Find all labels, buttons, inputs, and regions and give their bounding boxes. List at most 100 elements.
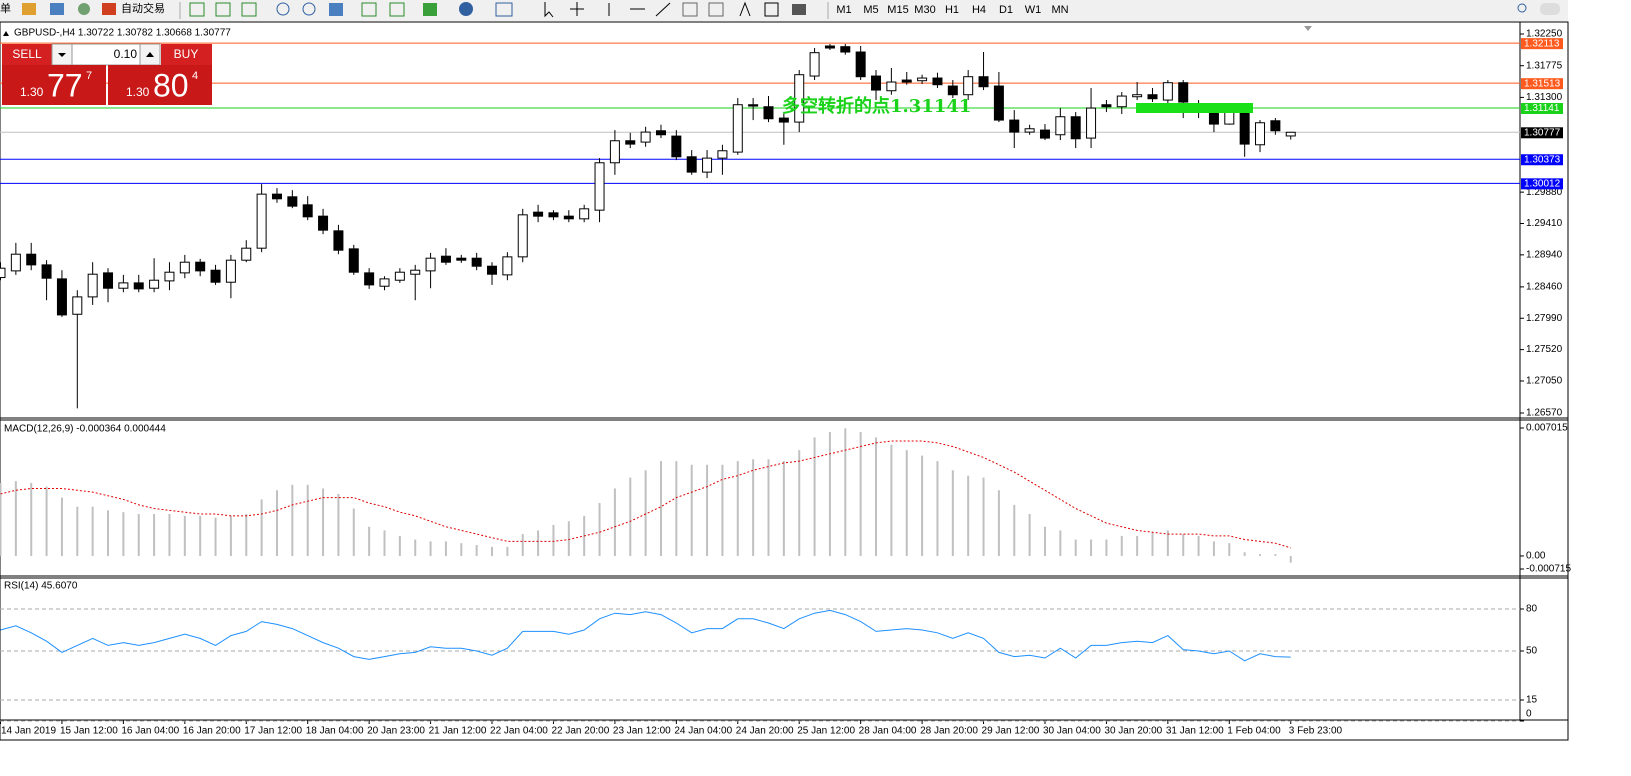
icon[interactable] xyxy=(78,3,90,15)
candle-body xyxy=(502,256,513,276)
macd-bar xyxy=(1151,532,1154,556)
candle-body xyxy=(548,212,559,218)
macd-bar xyxy=(736,461,739,556)
candle-body xyxy=(840,46,851,53)
macd-bar xyxy=(890,444,893,556)
icon[interactable] xyxy=(329,3,343,16)
macd-bar xyxy=(291,484,294,556)
macd-bar xyxy=(1074,539,1077,556)
annotation: 多空转折的点1.31141 xyxy=(782,95,971,117)
icon[interactable] xyxy=(495,2,513,17)
timeframe-button[interactable]: MN xyxy=(1051,4,1068,16)
icon[interactable] xyxy=(215,2,231,17)
macd-bar xyxy=(813,437,816,556)
label-tool[interactable] xyxy=(764,2,779,17)
x-tick-label: 21 Jan 12:00 xyxy=(429,726,487,737)
macd-bar xyxy=(537,530,540,556)
candle-body xyxy=(379,278,390,287)
x-tick-label: 1 Feb 04:00 xyxy=(1227,726,1281,737)
level-label-bg xyxy=(1521,78,1563,90)
candle-body xyxy=(1086,107,1097,139)
candle-body xyxy=(594,162,605,211)
trendline-tool[interactable] xyxy=(655,2,671,17)
macd-bar xyxy=(613,488,616,556)
candle-body xyxy=(179,261,190,274)
y-tick-label: 1.31300 xyxy=(1526,92,1563,103)
level-label: 1.30373 xyxy=(1524,154,1561,165)
text-tool[interactable] xyxy=(739,1,751,17)
menu-item[interactable]: 单 xyxy=(0,2,11,15)
timeframe-button[interactable]: M15 xyxy=(887,4,908,16)
candle-body xyxy=(717,150,728,159)
icon[interactable] xyxy=(459,2,473,16)
buy-price-box[interactable] xyxy=(108,65,212,105)
candle-body xyxy=(87,273,98,298)
buy-button[interactable] xyxy=(161,44,212,65)
autotrade-icon[interactable] xyxy=(102,3,116,15)
macd-bar xyxy=(368,526,371,556)
candle-body xyxy=(1009,119,1020,133)
candle-body xyxy=(778,117,789,123)
zoom-out[interactable] xyxy=(302,2,316,16)
timeframe-button[interactable]: H1 xyxy=(945,4,959,16)
candle-body xyxy=(640,131,651,143)
x-tick-label: 23 Jan 12:00 xyxy=(613,726,671,737)
macd-bar xyxy=(1120,535,1123,556)
macd-bar xyxy=(982,477,985,556)
autotrade-button[interactable]: 自动交易 xyxy=(121,1,165,15)
chart-menu[interactable] xyxy=(3,31,9,36)
icon[interactable] xyxy=(389,2,405,17)
icon[interactable] xyxy=(241,2,257,17)
chat[interactable] xyxy=(1540,3,1560,15)
candle-body xyxy=(886,81,897,92)
search[interactable] xyxy=(1517,3,1527,13)
macd-bar xyxy=(936,461,939,556)
candle-body xyxy=(671,135,682,158)
macd-bar xyxy=(1090,539,1093,556)
timeframe-button[interactable]: M1 xyxy=(836,4,851,16)
icon[interactable] xyxy=(50,3,64,15)
candle-body xyxy=(103,272,114,289)
y-tick-label: 1.31775 xyxy=(1526,60,1563,71)
x-tick-label: 20 Jan 23:00 xyxy=(367,726,425,737)
candle-body xyxy=(1255,122,1266,146)
icon[interactable] xyxy=(708,2,724,17)
timeframe-button[interactable]: H4 xyxy=(972,4,986,16)
macd-bar xyxy=(1259,554,1262,556)
timeframe-button[interactable]: W1 xyxy=(1025,4,1042,16)
icon[interactable] xyxy=(792,4,806,15)
timeframe-button[interactable]: D1 xyxy=(999,4,1013,16)
sell-button[interactable] xyxy=(2,44,52,65)
candle-body xyxy=(901,79,912,83)
candle-body xyxy=(256,193,267,249)
icon[interactable] xyxy=(22,3,36,15)
candle-body xyxy=(287,196,298,207)
zoom-in[interactable] xyxy=(276,2,290,16)
sell-price-box[interactable] xyxy=(2,65,106,105)
lot-value: 0.10 xyxy=(114,47,138,61)
rsi-line xyxy=(0,609,1291,662)
icon[interactable] xyxy=(423,3,437,16)
y-tick-label: 1.28940 xyxy=(1526,250,1563,261)
icon[interactable] xyxy=(682,2,698,17)
candle-body xyxy=(993,85,1004,121)
candle-body xyxy=(440,255,451,263)
trade-panel: SELL 0.10 BUY 1.30 77 7 1.30 80 4 xyxy=(2,43,212,105)
level-label-bg xyxy=(1521,154,1563,166)
x-tick-label: 3 Feb 23:00 xyxy=(1289,726,1343,737)
macd-bar xyxy=(475,545,478,556)
candle-body xyxy=(1101,104,1112,108)
cursor-tool[interactable] xyxy=(544,2,554,18)
candle-body xyxy=(333,230,344,251)
y-tick-label: 0.00 xyxy=(1526,551,1546,562)
icon[interactable] xyxy=(361,2,377,17)
timeframe-button[interactable]: M5 xyxy=(863,4,878,16)
macd-bar xyxy=(229,515,232,556)
crosshair-tool[interactable] xyxy=(570,2,584,16)
icon[interactable] xyxy=(189,2,205,17)
timeframe-button[interactable]: M30 xyxy=(914,4,935,16)
macd-bar xyxy=(1197,535,1200,556)
candle-body xyxy=(871,75,882,91)
macd-bar xyxy=(706,464,709,556)
chart-title: GBPUSD-,H4 1.30722 1.30782 1.30668 1.307… xyxy=(14,28,231,39)
